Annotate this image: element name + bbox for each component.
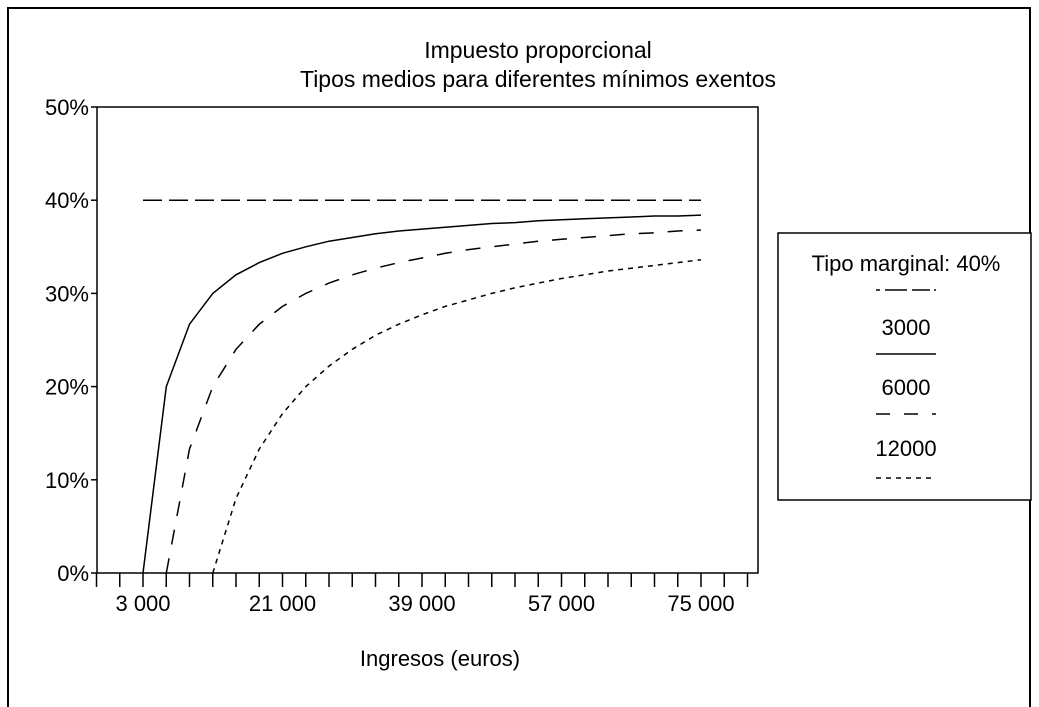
x-tick-label: 75 000 (667, 591, 734, 616)
y-axis: 0% 10% 20% 30% 40% 50% (45, 95, 97, 586)
legend-entry-label: 6000 (882, 375, 931, 400)
legend-title: Tipo marginal: 40% (812, 251, 1001, 276)
plot-border (96, 106, 759, 574)
y-tick-label: 40% (45, 188, 89, 213)
plot-area (96, 106, 759, 574)
chart-subtitle: Tipos medios para diferentes mínimos exe… (300, 66, 776, 92)
y-tick-label: 0% (57, 561, 89, 586)
x-axis-label: Ingresos (euros) (360, 646, 520, 671)
series-lines (142, 199, 702, 574)
y-tick-label: 50% (45, 95, 89, 120)
legend-entry-label: 12000 (875, 436, 936, 461)
series-line-6000 (165, 229, 702, 574)
x-axis: 3 000 21 000 39 000 57 000 75 000 (95, 573, 749, 616)
x-tick-label: 3 000 (115, 591, 170, 616)
x-tick-label: 57 000 (528, 591, 595, 616)
y-tick-label: 20% (45, 375, 89, 400)
x-tick-label: 39 000 (388, 591, 455, 616)
chart-title: Impuesto proporcional (424, 37, 652, 63)
series-line-3000 (142, 214, 702, 574)
legend: Tipo marginal: 40% 3000 6000 12000 (777, 232, 1032, 501)
y-tick-label: 10% (45, 468, 89, 493)
legend-box (777, 232, 1032, 501)
series-line-12000 (212, 259, 702, 574)
x-tick-label: 21 000 (249, 591, 316, 616)
y-tick-label: 30% (45, 281, 89, 306)
legend-entry-label: 3000 (882, 315, 931, 340)
